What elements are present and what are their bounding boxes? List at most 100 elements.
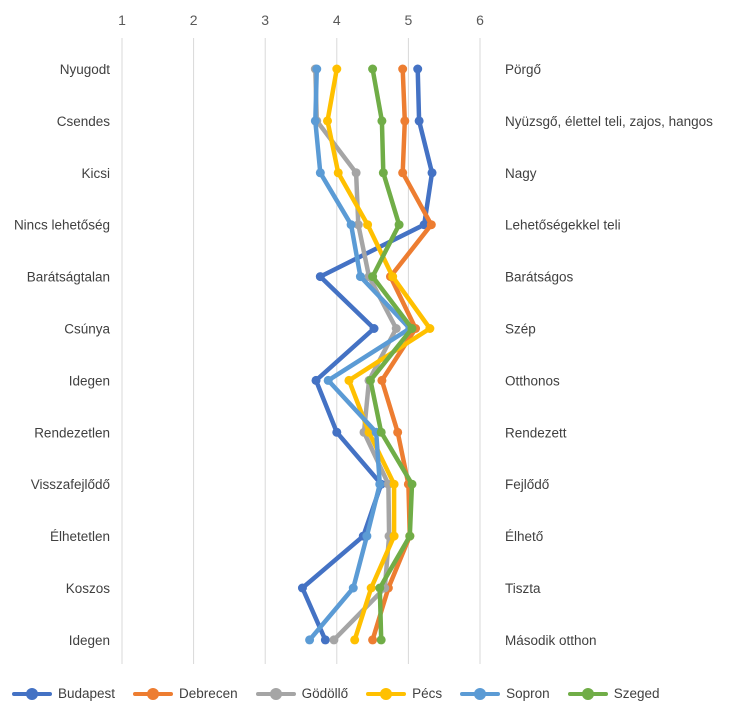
left-label: Csúnya	[64, 322, 110, 337]
legend-swatch	[364, 687, 408, 701]
x-axis-ticks: 1 2 3 4 5 6	[118, 12, 484, 28]
right-label: Második otthon	[505, 633, 597, 648]
data-point	[377, 116, 387, 126]
data-point	[322, 116, 332, 126]
legend-label: Debrecen	[179, 686, 238, 701]
data-point	[394, 220, 404, 230]
left-label: Idegen	[69, 373, 110, 388]
right-label: Nyüzsgő, élettel teli, zajos, hangos	[505, 114, 713, 129]
data-point	[320, 635, 330, 645]
data-point	[365, 375, 375, 385]
left-label: Csendes	[57, 114, 111, 129]
data-point	[413, 64, 423, 74]
data-point	[419, 220, 429, 230]
data-point	[333, 168, 343, 178]
series-lines	[297, 64, 437, 645]
left-label: Idegen	[69, 633, 110, 648]
data-point	[305, 635, 315, 645]
legend: Budapest Debrecen Gödöllő Pécs Sopron Szeged	[10, 686, 676, 701]
legend-label: Pécs	[412, 686, 443, 701]
right-label: Szép	[505, 322, 536, 337]
left-category-labels: Nyugodt Csendes Kicsi Nincs lehetőség Baráts…	[14, 62, 111, 648]
gridlines	[121, 38, 481, 664]
right-label: Rendezett	[505, 425, 567, 440]
legend-swatch	[131, 687, 175, 701]
data-point	[388, 272, 398, 282]
data-point	[368, 272, 378, 282]
legend-label: Budapest	[58, 686, 116, 701]
left-label: Barátságtalan	[27, 270, 110, 285]
data-point	[375, 583, 385, 593]
data-point	[375, 479, 385, 489]
left-label: Élhetetlen	[50, 529, 110, 544]
series-line	[368, 66, 415, 643]
legend-swatch	[10, 687, 54, 701]
right-label: Barátságos	[505, 270, 574, 285]
data-point	[353, 220, 363, 230]
legend-label: Gödöllő	[301, 686, 349, 701]
data-point	[297, 583, 307, 593]
data-point	[407, 479, 417, 489]
data-point	[329, 635, 339, 645]
data-point	[344, 375, 354, 385]
series-sopron	[305, 64, 415, 645]
left-label: Nyugodt	[60, 62, 111, 77]
data-point	[315, 168, 325, 178]
x-tick-label: 6	[476, 12, 484, 28]
legend-item: Budapest	[10, 686, 115, 701]
left-label: Rendezetlen	[34, 425, 110, 440]
right-label: Élhető	[505, 529, 543, 544]
data-point	[346, 220, 356, 230]
data-point	[368, 635, 378, 645]
data-point	[393, 427, 403, 437]
data-point	[425, 324, 435, 333]
x-tick-label: 2	[190, 12, 198, 28]
right-label: Tiszta	[505, 581, 541, 596]
legend-swatch	[458, 687, 502, 701]
data-point	[310, 116, 320, 126]
data-point	[414, 116, 424, 126]
data-point	[391, 324, 401, 333]
x-tick-label: 1	[118, 12, 126, 28]
data-point	[355, 272, 365, 282]
data-point	[348, 583, 358, 593]
legend-item: Debrecen	[131, 686, 238, 701]
data-point	[398, 64, 408, 74]
left-label: Nincs lehetőség	[14, 218, 110, 233]
x-tick-label: 3	[261, 12, 269, 28]
data-point	[400, 116, 410, 126]
legend-label: Sopron	[506, 686, 550, 701]
left-label: Visszafejlődő	[31, 477, 110, 492]
data-point	[389, 479, 399, 489]
data-point	[407, 324, 417, 333]
data-point	[363, 220, 373, 230]
legend-swatch	[254, 687, 298, 701]
legend-swatch	[566, 687, 610, 701]
legend-label: Szeged	[613, 686, 660, 701]
x-tick-label: 5	[405, 12, 413, 28]
data-point	[426, 220, 436, 230]
data-point	[351, 168, 361, 178]
right-label: Pörgő	[505, 62, 541, 77]
data-point	[427, 168, 437, 178]
left-label: Koszos	[66, 581, 111, 596]
series-line	[300, 66, 435, 643]
legend-item: Szeged	[566, 686, 660, 701]
data-point	[332, 64, 342, 74]
right-label: Lehetőségekkel teli	[505, 218, 621, 233]
x-tick-label: 4	[333, 12, 341, 28]
right-label: Fejlődő	[505, 477, 549, 492]
data-point	[315, 272, 325, 282]
data-point	[369, 324, 379, 333]
data-point	[376, 427, 386, 437]
data-point	[362, 531, 372, 541]
right-label: Otthonos	[505, 373, 560, 388]
data-point	[332, 427, 342, 437]
left-label: Kicsi	[81, 166, 110, 181]
data-point	[377, 375, 387, 385]
data-point	[376, 635, 386, 645]
legend-item: Sopron	[458, 686, 550, 701]
data-point	[378, 168, 388, 178]
data-point	[311, 375, 321, 385]
data-point	[366, 583, 376, 593]
